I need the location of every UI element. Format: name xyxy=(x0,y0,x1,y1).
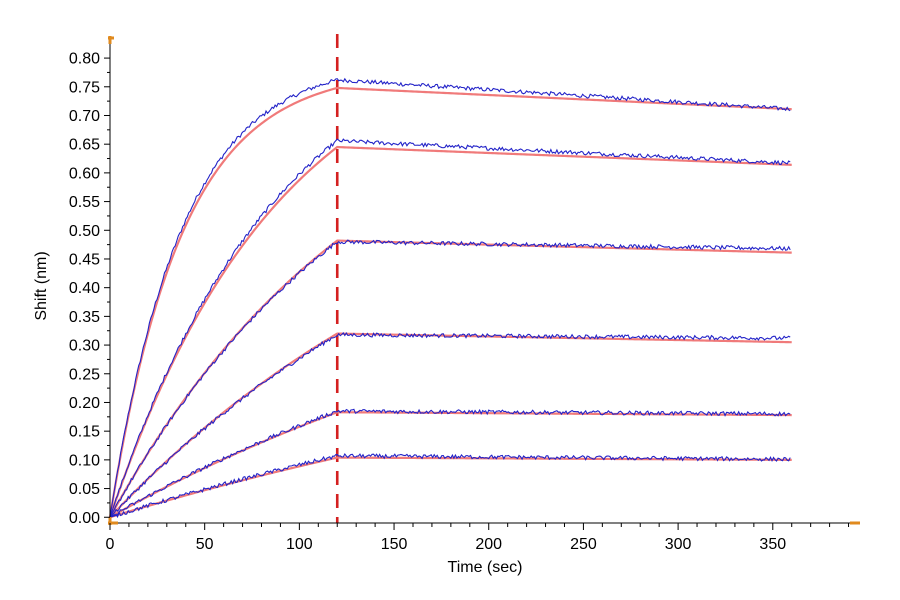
x-axis-title: Time (sec) xyxy=(448,559,523,576)
fit-curve-5 xyxy=(109,411,792,519)
measured-curve-6 xyxy=(109,452,791,519)
y-tick-label: 0.10 xyxy=(69,452,100,469)
x-tick-label: 150 xyxy=(381,536,408,553)
x-tick-label: 200 xyxy=(475,536,502,553)
x-tick-label: 300 xyxy=(665,536,692,553)
y-tick-label: 0.50 xyxy=(69,223,100,240)
measured-curve-5 xyxy=(109,408,791,518)
y-tick-label: 0.55 xyxy=(69,194,100,211)
axes: 0.00 0.05 0.10 0.15 0.20 0.25 0.30 0.35 0.40 0.45… xyxy=(69,36,860,553)
fit-curve-2 xyxy=(108,145,792,518)
fit-curve-3 xyxy=(109,239,792,518)
y-tick-label: 0.25 xyxy=(69,366,100,383)
y-tick-label: 0.40 xyxy=(69,280,100,297)
fit-curve-1 xyxy=(108,86,792,518)
y-tick-label: 0.80 xyxy=(69,51,100,68)
measured-curve-4 xyxy=(109,331,791,518)
y-tick-label: 0.75 xyxy=(69,79,100,96)
x-tick-label: 50 xyxy=(196,536,214,553)
measured-curve-2 xyxy=(109,138,791,518)
fit-curve-4 xyxy=(109,332,792,519)
measured-curve-3 xyxy=(109,239,791,518)
y-tick-label: 0.45 xyxy=(69,251,100,268)
x-tick-label: 100 xyxy=(286,536,313,553)
x-tick-label: 0 xyxy=(106,536,115,553)
x-tick-label: 250 xyxy=(570,536,597,553)
plot-lines xyxy=(108,34,792,523)
y-tick-label: 0.05 xyxy=(69,481,100,498)
y-axis-title: Shift (nm) xyxy=(33,251,50,320)
y-tick-label: 0.35 xyxy=(69,309,100,326)
y-tick-label: 0.65 xyxy=(69,137,100,154)
y-tick-label: 0.15 xyxy=(69,424,100,441)
measured-curve-1 xyxy=(109,77,791,518)
y-tick-label: 0.00 xyxy=(69,510,100,527)
y-tick-label: 0.30 xyxy=(69,338,100,355)
y-tick-label: 0.70 xyxy=(69,108,100,125)
y-tick-label: 0.60 xyxy=(69,165,100,182)
y-tick-label: 0.20 xyxy=(69,395,100,412)
x-tick-label: 350 xyxy=(759,536,786,553)
